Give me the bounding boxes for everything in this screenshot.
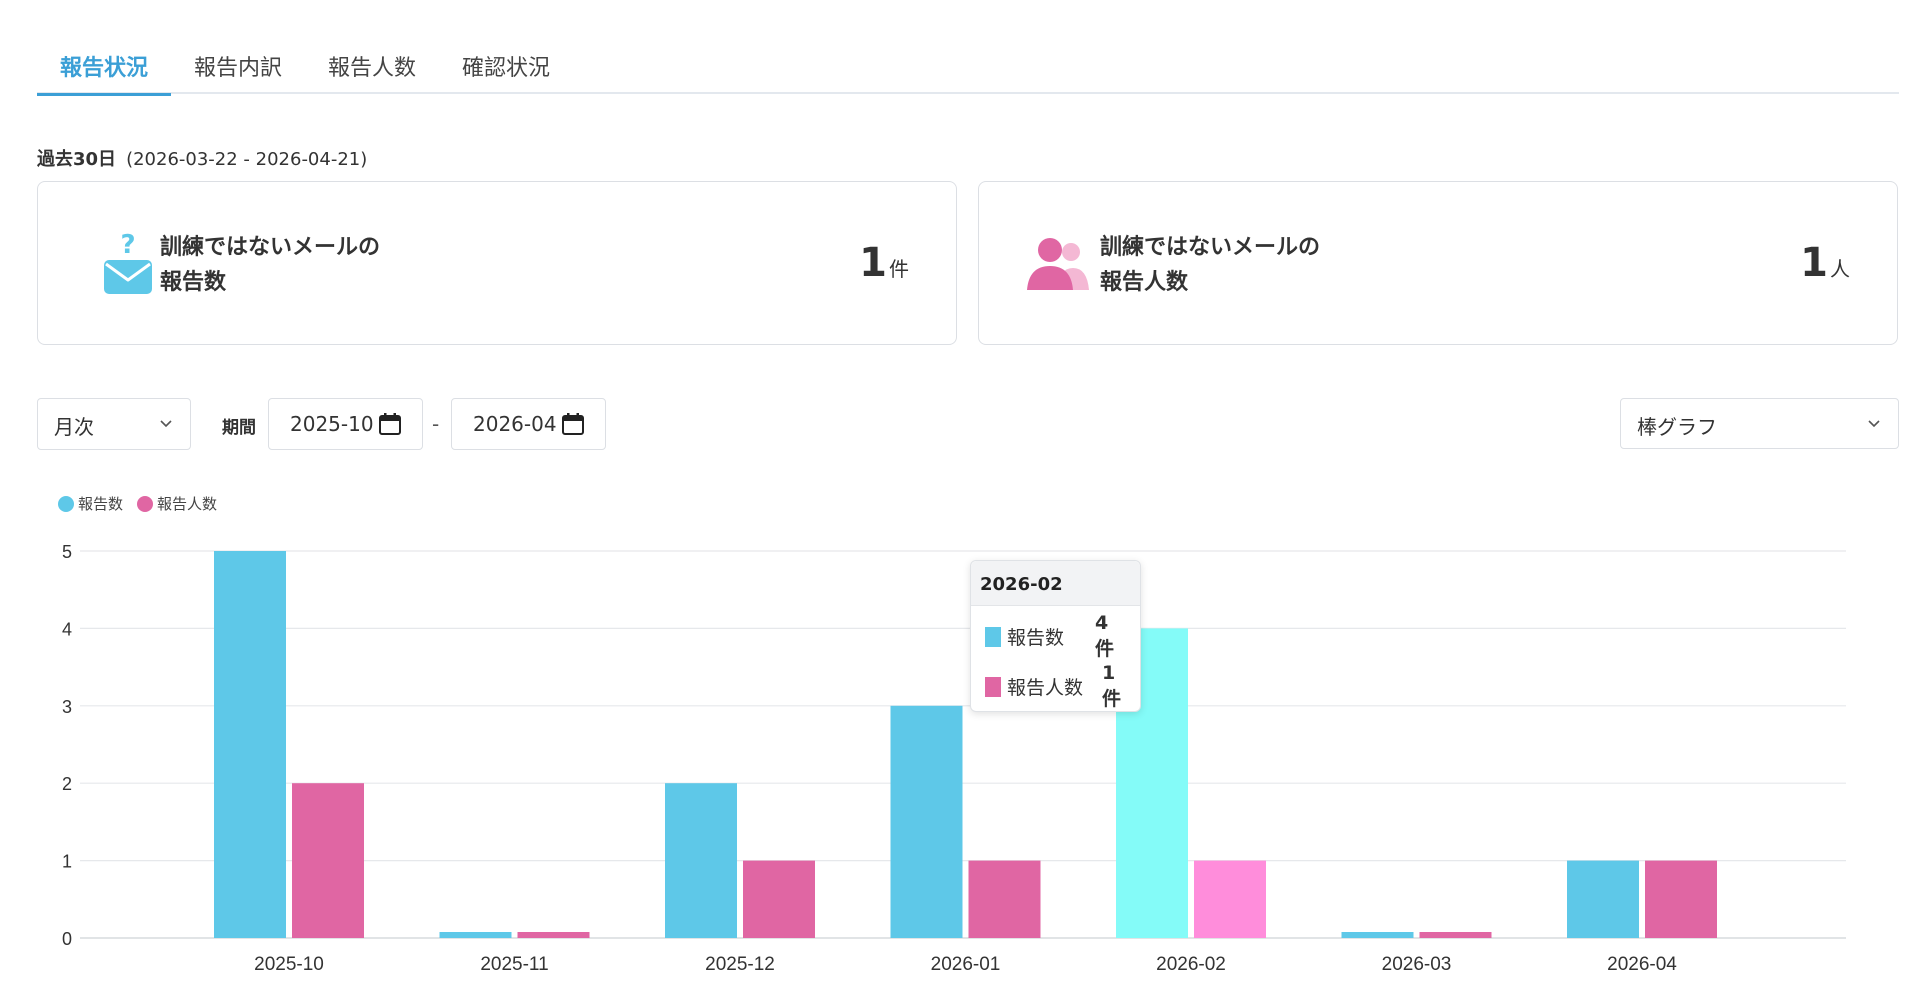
tab-confirmation-status[interactable]: 確認状況 bbox=[462, 56, 551, 81]
tooltip-swatch-reports bbox=[985, 626, 1001, 647]
bar[interactable] bbox=[439, 932, 512, 938]
tab-report-breakdown[interactable]: 報告内訳 bbox=[194, 56, 283, 81]
x-tick-label: 2025-10 bbox=[254, 954, 324, 975]
bar[interactable] bbox=[1194, 860, 1266, 938]
calendar-icon[interactable] bbox=[561, 412, 585, 436]
chart-tooltip: 2026-02 報告数 4件 報告人数 1件 bbox=[970, 560, 1141, 712]
bar[interactable] bbox=[1341, 932, 1414, 938]
tooltip-row-reporters: 報告人数 1件 bbox=[985, 662, 1121, 710]
bar[interactable] bbox=[1645, 860, 1717, 938]
chart-legend: 報告数 報告人数 bbox=[58, 493, 231, 514]
bar[interactable] bbox=[214, 551, 286, 938]
x-tick-label: 2026-03 bbox=[1382, 954, 1452, 975]
bar[interactable] bbox=[517, 932, 590, 938]
bar[interactable] bbox=[890, 705, 963, 938]
period-range: (2026-03-22 - 2026-04-21) bbox=[126, 149, 368, 170]
legend-dot-reports bbox=[58, 495, 74, 512]
legend-item-reports[interactable]: 報告数 bbox=[58, 493, 123, 514]
date-to-input[interactable]: 2026-04 bbox=[451, 398, 606, 450]
bar[interactable] bbox=[1567, 860, 1639, 938]
tooltip-swatch-reporters bbox=[985, 676, 1001, 697]
bar[interactable] bbox=[665, 783, 737, 938]
tab-bar: 報告状況 報告内訳 報告人数 確認状況 bbox=[37, 38, 1899, 96]
date-separator: - bbox=[432, 412, 440, 436]
bar[interactable] bbox=[1419, 932, 1492, 938]
y-tick-label: 5 bbox=[62, 542, 72, 562]
card-title: 訓練ではないメールの 報告人数 bbox=[1100, 235, 1321, 295]
users-icon bbox=[1027, 238, 1089, 290]
period-summary: 過去30日 (2026-03-22 - 2026-04-21) bbox=[37, 145, 367, 171]
svg-text:?: ? bbox=[120, 230, 135, 260]
card-title: 訓練ではないメールの 報告数 bbox=[160, 235, 381, 295]
legend-dot-reporters bbox=[137, 495, 154, 512]
x-tick-label: 2026-04 bbox=[1607, 954, 1677, 975]
tab-reporter-count[interactable]: 報告人数 bbox=[328, 56, 417, 81]
x-tick-label: 2026-02 bbox=[1156, 954, 1226, 975]
tooltip-title: 2026-02 bbox=[971, 561, 1140, 606]
y-tick-label: 2 bbox=[62, 774, 72, 794]
period-control-label: 期間 bbox=[222, 418, 256, 438]
tooltip-row-reports: 報告数 4件 bbox=[985, 612, 1114, 660]
aggregation-select[interactable]: 月次 bbox=[37, 398, 191, 450]
tab-report-status[interactable]: 報告状況 bbox=[37, 38, 172, 96]
bar[interactable] bbox=[292, 783, 364, 938]
period-label: 過去30日 bbox=[37, 149, 117, 170]
chevron-down-icon bbox=[160, 420, 172, 428]
x-tick-label: 2026-01 bbox=[931, 954, 1001, 975]
calendar-icon[interactable] bbox=[378, 412, 402, 436]
x-tick-label: 2025-12 bbox=[705, 954, 775, 975]
y-tick-label: 4 bbox=[62, 619, 72, 639]
bar[interactable] bbox=[743, 860, 815, 938]
y-tick-label: 1 bbox=[62, 852, 72, 872]
mail-question-icon: ? bbox=[104, 230, 152, 294]
bar[interactable] bbox=[968, 860, 1041, 938]
date-from-input[interactable]: 2025-10 bbox=[268, 398, 423, 450]
x-tick-label: 2025-11 bbox=[480, 954, 548, 975]
y-tick-label: 0 bbox=[62, 929, 72, 949]
legend-item-reporters[interactable]: 報告人数 bbox=[137, 493, 217, 514]
chevron-down-icon bbox=[1868, 420, 1880, 428]
y-tick-label: 3 bbox=[62, 697, 72, 717]
chart-type-select[interactable]: 棒グラフ bbox=[1620, 398, 1899, 449]
